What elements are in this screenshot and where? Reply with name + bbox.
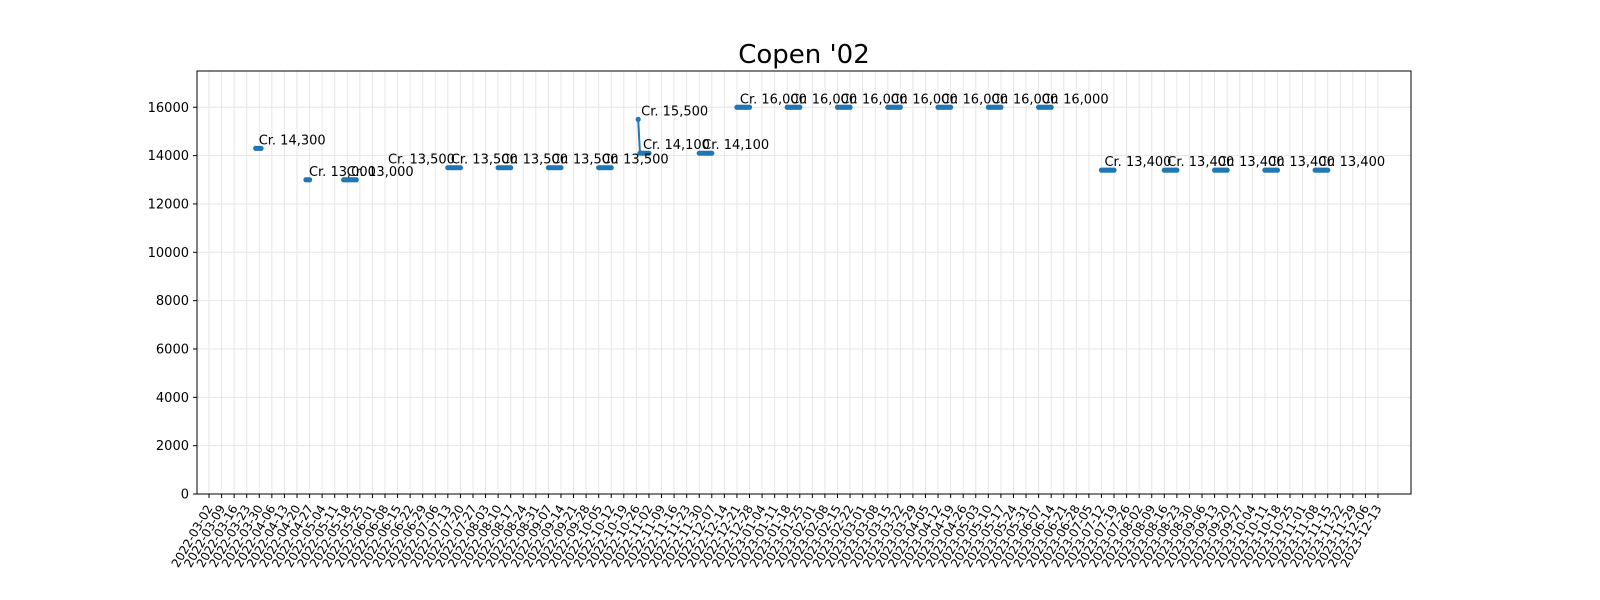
data-point [1046,104,1052,110]
data-point [707,150,713,156]
data-point [845,104,851,110]
data-label: Cr. 13,000 [347,165,414,180]
y-tick-label: 12000 [148,197,189,212]
data-label: Cr. 13,500 [551,153,618,168]
data-label: Cr. 16,000 [790,92,857,107]
data-point [644,150,650,156]
data-point [946,104,952,110]
y-tick-label: 8000 [156,294,189,309]
data-point [1273,167,1279,173]
y-axis: 0 2000 4000 6000 8000 10000 12000 14000 16000 [148,101,197,503]
data-label: Cr. 13,500 [602,153,669,168]
data-label: Cr. 13,000 [309,165,376,180]
data-label: Cr. 13,400 [1104,155,1171,170]
data-label: Cr. 13,500 [501,153,568,168]
data-label: Cr. 13,500 [451,153,518,168]
y-tick-label: 16000 [148,101,189,116]
plot-frame [196,70,1412,495]
data-point [745,104,751,110]
data-point [1323,167,1329,173]
data-point [1222,167,1228,173]
data-label: Cr. 16,000 [891,92,958,107]
data-label: Cr. 16,000 [840,92,907,107]
y-tick-label: 10000 [148,246,189,261]
data-label: Cr. 16,000 [1042,92,1109,107]
y-tick-label: 4000 [156,391,189,406]
y-tick-label: 14000 [148,149,189,164]
data-label: Cr. 14,300 [259,133,326,148]
data-label: Cr. 16,000 [740,92,807,107]
data-label: Cr. 13,400 [1167,155,1234,170]
data-point [635,116,641,122]
data-point [456,165,462,171]
data-point [1172,167,1178,173]
data-point [305,177,311,183]
data-point [606,165,613,171]
data-label: Cr. 14,100 [702,138,769,153]
data-point [996,104,1002,110]
y-tick-label: 0 [181,488,189,503]
grid [197,71,1411,495]
data-label: Cr. 15,500 [641,104,708,119]
data-label: Cr. 16,000 [941,92,1008,107]
data-point [1109,167,1115,173]
series-layer [253,104,1331,183]
data-label: Cr. 14,100 [643,138,710,153]
data-label: Cr. 13,400 [1268,155,1335,170]
y-tick-label: 6000 [156,342,189,357]
data-point [556,165,562,171]
data-point [351,177,358,183]
data-point [895,104,902,110]
data-label: Cr. 13,500 [388,153,455,168]
data-point [256,145,262,151]
x-axis: 2022-03-022022-03-092022-03-162022-03-23… [169,494,1385,570]
data-point [506,165,512,171]
data-label: Cr. 16,000 [991,92,1058,107]
chart-title: Copen '02 [738,40,870,70]
y-tick-label: 2000 [156,439,189,454]
data-label: Cr. 13,400 [1318,155,1385,170]
data-point [795,104,801,110]
data-label: Cr. 13,400 [1218,155,1285,170]
